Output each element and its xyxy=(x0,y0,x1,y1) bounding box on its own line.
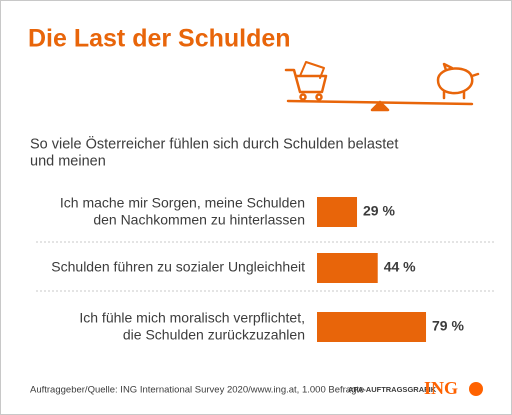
seesaw-icon xyxy=(284,61,480,112)
lion-icon xyxy=(469,382,483,396)
category-label: Schulden führen zu sozialer Ungleichheit xyxy=(51,259,305,275)
logo: ING xyxy=(424,378,458,398)
credit: APA-AUFTRAGSGRAFIK xyxy=(348,385,437,394)
value-label: 29 % xyxy=(363,203,395,219)
source: Auftraggeber/Quelle: ING International S… xyxy=(30,385,364,396)
chart-title: Die Last der Schulden xyxy=(28,25,291,53)
bar xyxy=(317,253,378,283)
value-label: 44 % xyxy=(384,259,416,275)
bar xyxy=(317,197,358,227)
bar xyxy=(317,312,427,342)
subtitle: So viele Österreicher fühlen sich durch … xyxy=(30,134,398,169)
category-label: Ich fühle mich moralisch verpflichtet, di… xyxy=(79,309,305,342)
value-label: 79 % xyxy=(432,318,464,334)
category-label: Ich mache mir Sorgen, meine Schulden den … xyxy=(60,194,305,227)
